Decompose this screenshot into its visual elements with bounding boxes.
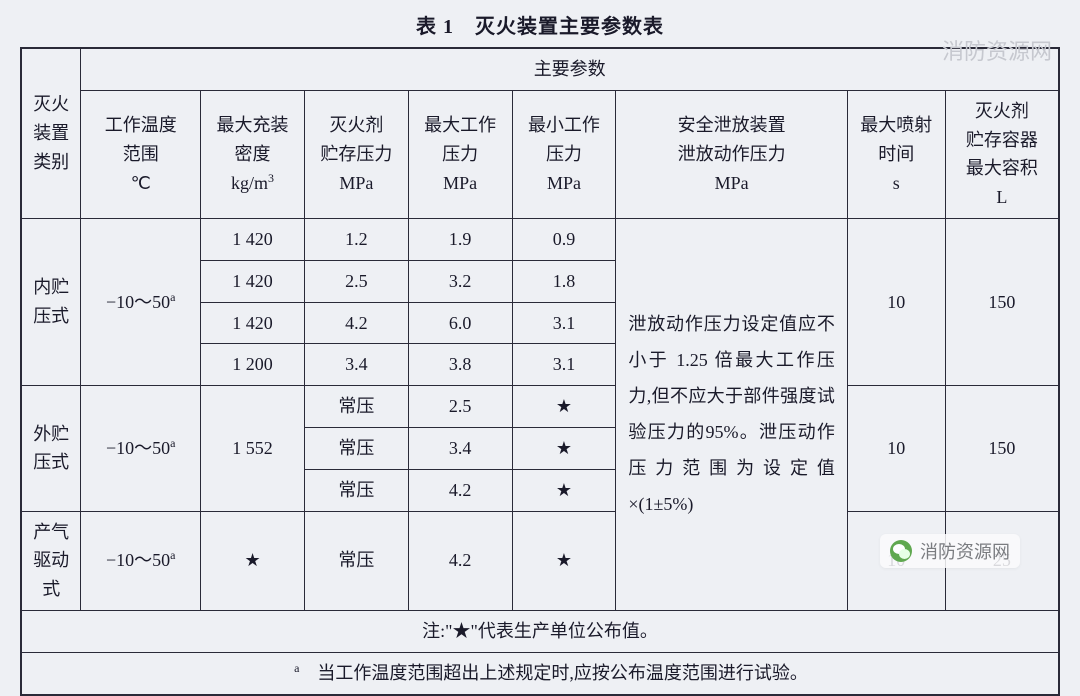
group-label-0: 内贮 压式	[21, 218, 81, 385]
col-group-main: 主要参数	[81, 48, 1059, 90]
watermark-top-right: 消防资源网	[942, 34, 1052, 66]
params-table: 灭火 装置 类别 主要参数 工作温度 范围 ℃ 最大充装 密度 kg/m3 灭火…	[20, 47, 1060, 696]
col-safety: 安全泄放装置 泄放动作压力 MPa	[616, 90, 848, 218]
col-maxP: 最大工作 压力 MPa	[408, 90, 512, 218]
note-row-2: a 当工作温度范围超出上述规定时,应按公布温度范围进行试验。	[21, 652, 1059, 694]
table-row: 内贮 压式 −10～50a 1 420 1.2 1.9 0.9 泄放动作压力设定…	[21, 218, 1059, 260]
col-storeP: 灭火剂 贮存压力 MPa	[304, 90, 408, 218]
wechat-icon	[890, 540, 912, 562]
note-row-1: 注:"★"代表生产单位公布值。	[21, 610, 1059, 652]
table-row: 外贮 压式 −10～50a 1 552 常压 2.5 ★ 10 150	[21, 386, 1059, 428]
col-spray: 最大喷射 时间 s	[847, 90, 945, 218]
group-label-1: 外贮 压式	[21, 386, 81, 511]
group-label-2: 产气 驱动式	[21, 511, 81, 610]
col-vol: 灭火剂 贮存容器 最大容积 L	[945, 90, 1059, 218]
safety-text: 泄放动作压力设定值应不小于 1.25 倍最大工作压力,但不应大于部件强度试验压力…	[616, 218, 848, 610]
table-title: 表 1 灭火装置主要参数表	[0, 0, 1080, 47]
watermark-badge: 消防资源网	[880, 534, 1020, 568]
col-density: 最大充装 密度 kg/m3	[201, 90, 305, 218]
col-minP: 最小工作 压力 MPa	[512, 90, 616, 218]
col-category: 灭火 装置 类别	[21, 48, 81, 218]
col-temp: 工作温度 范围 ℃	[81, 90, 201, 218]
